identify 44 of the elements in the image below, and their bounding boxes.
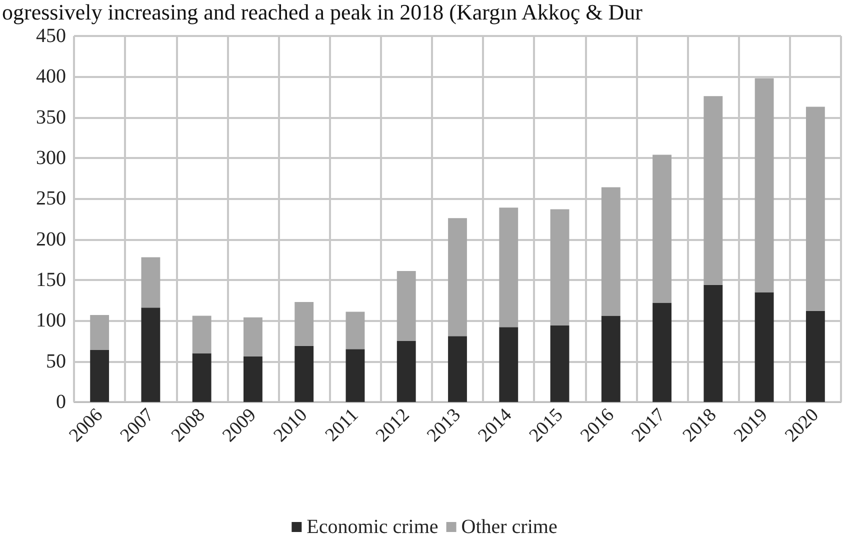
text: ogressively increasing and reached a peak in 2018 (Kargın Akkoç & Dur: [2, 0, 644, 24]
bar: [652, 302, 672, 402]
bar: [141, 257, 160, 308]
y-tick-label: 150: [36, 269, 66, 291]
bar: [499, 327, 518, 402]
bar: [141, 308, 160, 402]
bar: [448, 336, 467, 402]
bar: [704, 284, 723, 402]
bar: [601, 316, 620, 402]
bar: [244, 317, 262, 356]
bar: [806, 106, 825, 311]
bar: [244, 356, 262, 402]
bar: [192, 316, 212, 354]
bar: [294, 302, 314, 346]
bar: [192, 353, 212, 402]
y-tick-label: 100: [36, 310, 66, 332]
bar: [550, 326, 570, 402]
y-tick-label: 450: [36, 25, 66, 47]
bar: [601, 187, 620, 316]
bar: [754, 292, 774, 402]
bar: [754, 78, 774, 292]
y-tick-label: 0: [56, 391, 66, 413]
bar: [294, 346, 314, 402]
bar: [499, 208, 518, 328]
y-tick-label: 300: [36, 147, 66, 169]
bar: [346, 349, 365, 402]
bar: [396, 341, 416, 402]
bar: [704, 96, 723, 285]
bar: [346, 312, 365, 350]
y-tick-label: 350: [36, 106, 66, 128]
bar: [652, 154, 672, 303]
bar: [396, 271, 416, 341]
y-tick-label: 250: [36, 188, 66, 210]
bar: [90, 350, 110, 402]
bar: [90, 314, 110, 350]
bar: [806, 310, 825, 402]
legend-label: Economic crime: [306, 516, 438, 538]
y-tick-label: 50: [46, 350, 66, 372]
y-tick-label: 200: [36, 228, 66, 250]
x-tick-label: 2011: [321, 404, 363, 446]
bar: [550, 209, 570, 326]
bar: [448, 218, 467, 336]
legend-label: Other crime: [461, 516, 558, 538]
y-tick-label: 400: [36, 66, 66, 88]
